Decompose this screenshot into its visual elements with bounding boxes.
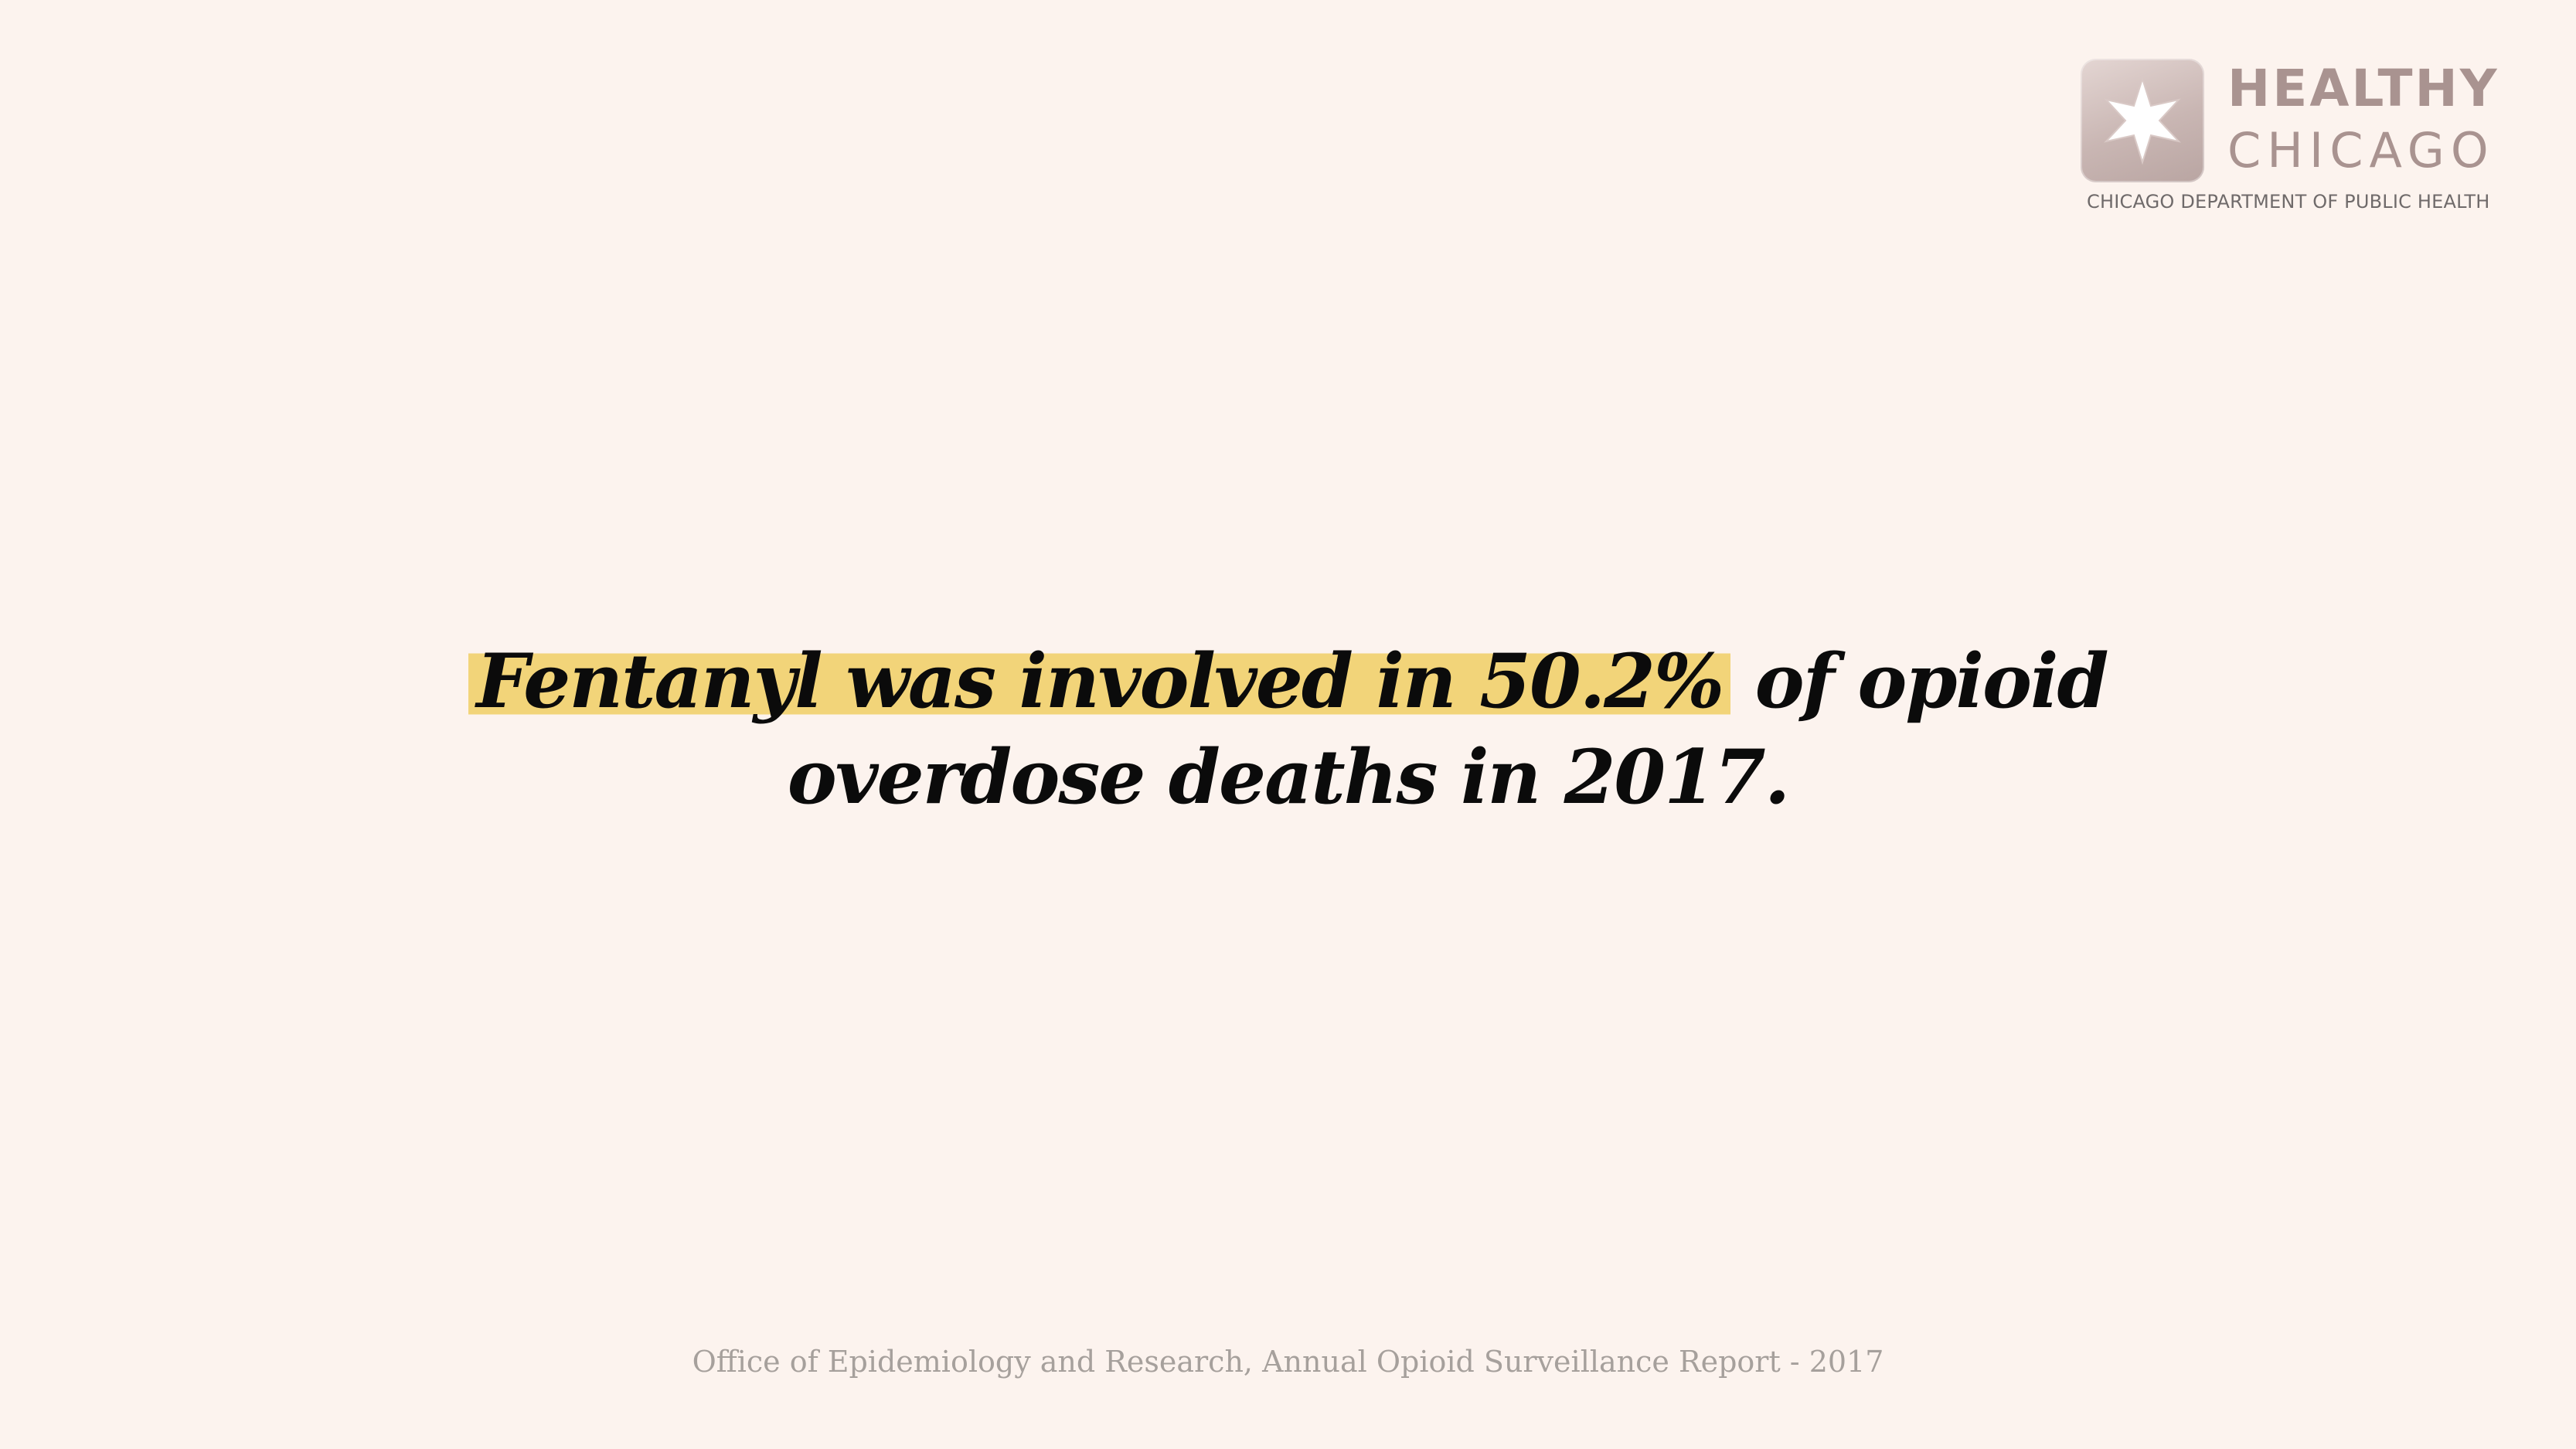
headline-line1-rest: of opioid (1730, 638, 2109, 725)
headline-line2: overdose deaths in 2017. (787, 733, 1790, 821)
headline: Fentanyl was involved in 50.2% of opioid… (0, 634, 2576, 825)
headline-highlighted-text: Fentanyl was involved in 50.2% (468, 638, 1731, 725)
six-pointed-star-icon (2104, 76, 2181, 165)
logo-text-department: CHICAGO DEPARTMENT OF PUBLIC HEALTH (2087, 191, 2490, 213)
healthy-chicago-logo: HEALTHY CHICAGO CHICAGO DEPARTMENT OF PU… (2081, 59, 2521, 221)
logo-badge (2081, 59, 2204, 182)
logo-text-chicago: CHICAGO (2227, 122, 2495, 179)
source-footnote: Office of Epidemiology and Research, Ann… (692, 1345, 1884, 1379)
logo-text-healthy: HEALTHY (2227, 59, 2499, 118)
